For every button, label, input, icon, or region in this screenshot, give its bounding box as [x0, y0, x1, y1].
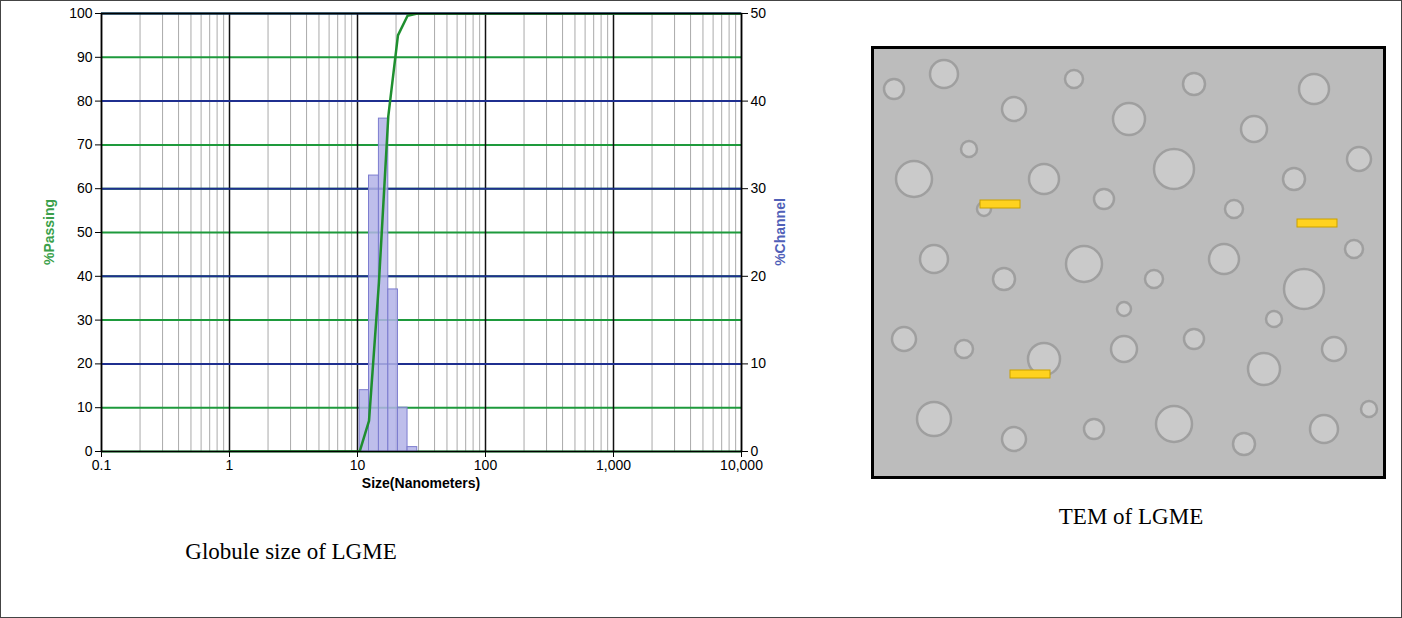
svg-text:1,000: 1,000: [596, 457, 631, 473]
svg-text:30: 30: [751, 180, 767, 196]
svg-text:20: 20: [751, 268, 767, 284]
html-text:Globule size of LGME: Globule size of LGME: [185, 539, 397, 564]
svg-text:0: 0: [750, 443, 759, 459]
svg-text:50: 50: [751, 5, 767, 21]
svg-text:40: 40: [77, 268, 93, 284]
svg-text:70: 70: [77, 136, 93, 152]
svg-text:100: 100: [474, 457, 498, 473]
svg-text:10: 10: [77, 399, 93, 415]
html-text:Size(Nanometers): Size(Nanometers): [361, 475, 481, 491]
svg-text:1: 1: [226, 457, 234, 473]
html-text:%Channel: %Channel: [772, 198, 788, 266]
svg-text:10,000: 10,000: [720, 457, 763, 473]
html-text:TEM of LGME: TEM of LGME: [1058, 504, 1204, 529]
svg-text:60: 60: [77, 180, 93, 196]
svg-text:30: 30: [77, 312, 93, 328]
svg-text:90: 90: [77, 49, 93, 65]
svg-text:20: 20: [77, 355, 93, 371]
svg-text:80: 80: [77, 93, 93, 109]
svg-text:40: 40: [751, 93, 767, 109]
svg-text:10: 10: [751, 355, 767, 371]
svg-text:100: 100: [69, 5, 93, 21]
svg-text:0.1: 0.1: [92, 457, 112, 473]
svg-text:0: 0: [84, 443, 93, 459]
svg-text:50: 50: [77, 224, 93, 240]
html-text:%Passing: %Passing: [41, 198, 57, 266]
svg-text:10: 10: [350, 457, 366, 473]
